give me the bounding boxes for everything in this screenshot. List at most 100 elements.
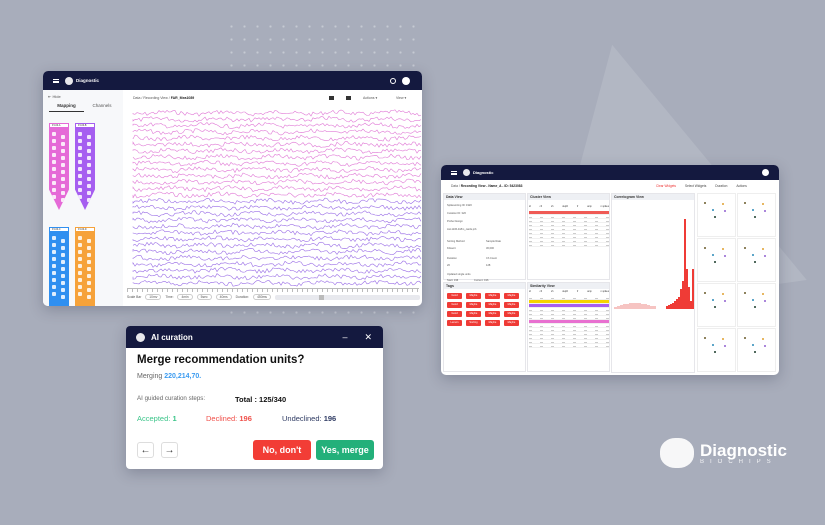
tag-button[interactable]: Good (447, 311, 462, 317)
tag-button[interactable]: Maybe (504, 302, 519, 308)
electrode-pad[interactable] (52, 160, 56, 164)
breadcrumb-data[interactable]: Data (451, 184, 458, 188)
electrode-pad[interactable] (52, 292, 56, 296)
electrode-pad[interactable] (52, 250, 56, 254)
electrode-pad[interactable] (52, 167, 56, 171)
electrode-pad[interactable] (87, 198, 91, 202)
waveform-plot[interactable] (697, 283, 736, 327)
tag-button[interactable]: Maybe (466, 293, 481, 299)
tag-button[interactable]: Maybe (485, 311, 500, 317)
electrode-pad[interactable] (87, 191, 91, 195)
clear-widgets-button[interactable]: Clear Widgets (656, 184, 677, 188)
column-header[interactable]: id (529, 291, 531, 293)
table-row[interactable] (529, 308, 609, 312)
previous-button[interactable]: ← (137, 442, 154, 458)
column-header[interactable]: ch (539, 291, 543, 293)
table-row[interactable] (529, 344, 609, 348)
tag-button[interactable]: Maybe (504, 293, 519, 299)
electrode-pad[interactable] (87, 274, 91, 278)
electrode-pad[interactable] (78, 292, 82, 296)
electrode-pad[interactable] (78, 181, 82, 185)
electrode-pad[interactable] (78, 271, 82, 275)
column-header[interactable]: id (529, 206, 531, 208)
table-row[interactable] (529, 239, 609, 243)
electrode-pad[interactable] (78, 264, 82, 268)
breadcrumb-data[interactable]: Data (133, 96, 141, 100)
table-row[interactable] (529, 231, 609, 235)
table-row[interactable] (529, 304, 609, 308)
electrode-pad[interactable] (52, 132, 56, 136)
column-header[interactable]: ch (539, 206, 543, 208)
electrode-pad[interactable] (87, 239, 91, 243)
actions-menu[interactable]: Actions (736, 184, 747, 188)
electrode-pad[interactable] (61, 198, 65, 202)
table-row[interactable] (529, 320, 609, 324)
waveform-plot[interactable] (697, 193, 736, 237)
column-header[interactable]: depth (562, 206, 569, 208)
waveform-plot[interactable] (697, 238, 736, 282)
tag-button[interactable]: Maybe (485, 293, 500, 299)
column-header[interactable]: n spikes (600, 291, 609, 293)
electrode-pad[interactable] (87, 260, 91, 264)
electrode-pad[interactable] (61, 135, 65, 139)
table-row[interactable] (529, 332, 609, 336)
column-header[interactable]: amp (587, 206, 592, 208)
probe-shank[interactable] (49, 128, 69, 210)
actions-menu[interactable]: Actions ▾ (363, 96, 378, 100)
electrode-pad[interactable] (52, 153, 56, 157)
column-header[interactable]: sh (550, 291, 554, 293)
electrode-pad[interactable] (52, 181, 56, 185)
electrode-pad[interactable] (61, 170, 65, 174)
table-row[interactable] (529, 312, 609, 316)
electrode-pad[interactable] (87, 177, 91, 181)
waveform-plot[interactable] (697, 328, 736, 372)
hide-sidebar-button[interactable]: ⇤ Hide (48, 94, 61, 99)
electrode-pad[interactable] (61, 191, 65, 195)
electrode-pad[interactable] (52, 285, 56, 289)
duration-menu[interactable]: Duration (715, 184, 728, 188)
table-row[interactable] (529, 219, 609, 223)
electrode-pad[interactable] (87, 184, 91, 188)
electrode-pad[interactable] (52, 139, 56, 143)
column-header[interactable]: fr (576, 206, 579, 208)
electrode-pad[interactable] (87, 246, 91, 250)
electrode-pad[interactable] (52, 278, 56, 282)
electrode-pad[interactable] (52, 243, 56, 247)
close-icon[interactable]: ✕ (364, 331, 372, 342)
electrode-pad[interactable] (61, 184, 65, 188)
electrode-pad[interactable] (61, 274, 65, 278)
scale-bar-input[interactable]: 10mv (145, 294, 162, 300)
electrode-pad[interactable] (87, 281, 91, 285)
electrode-pad[interactable] (87, 170, 91, 174)
probe-shank[interactable] (75, 128, 95, 210)
waveform-plot[interactable] (737, 193, 776, 237)
table-row[interactable] (529, 328, 609, 332)
electrode-pad[interactable] (87, 288, 91, 292)
probe-shank[interactable] (49, 232, 69, 306)
electrode-pad[interactable] (61, 288, 65, 292)
electrode-pad[interactable] (52, 236, 56, 240)
user-avatar[interactable] (762, 169, 769, 176)
electrode-pad[interactable] (78, 174, 82, 178)
tab-mapping[interactable]: Mapping (49, 103, 84, 112)
waveform-plot[interactable] (737, 283, 776, 327)
column-header[interactable]: amp (587, 291, 592, 293)
electrode-pad[interactable] (61, 267, 65, 271)
table-row[interactable] (529, 215, 609, 219)
table-row[interactable] (529, 300, 609, 304)
time-input[interactable]: 4min (177, 294, 193, 300)
electrode-pad[interactable] (61, 177, 65, 181)
electrode-pad[interactable] (61, 142, 65, 146)
column-header[interactable]: depth (562, 291, 569, 293)
electrode-pad[interactable] (78, 188, 82, 192)
widget-icon[interactable] (329, 96, 334, 100)
electrode-pad[interactable] (78, 132, 82, 136)
electrode-pad[interactable] (78, 278, 82, 282)
table-row[interactable] (529, 296, 609, 300)
column-header[interactable]: sh (550, 206, 554, 208)
tag-button[interactable]: Good (447, 293, 462, 299)
electrode-pad[interactable] (78, 250, 82, 254)
tab-channels[interactable]: Channels (92, 103, 112, 108)
menu-icon[interactable] (451, 170, 457, 175)
electrode-pad[interactable] (87, 267, 91, 271)
